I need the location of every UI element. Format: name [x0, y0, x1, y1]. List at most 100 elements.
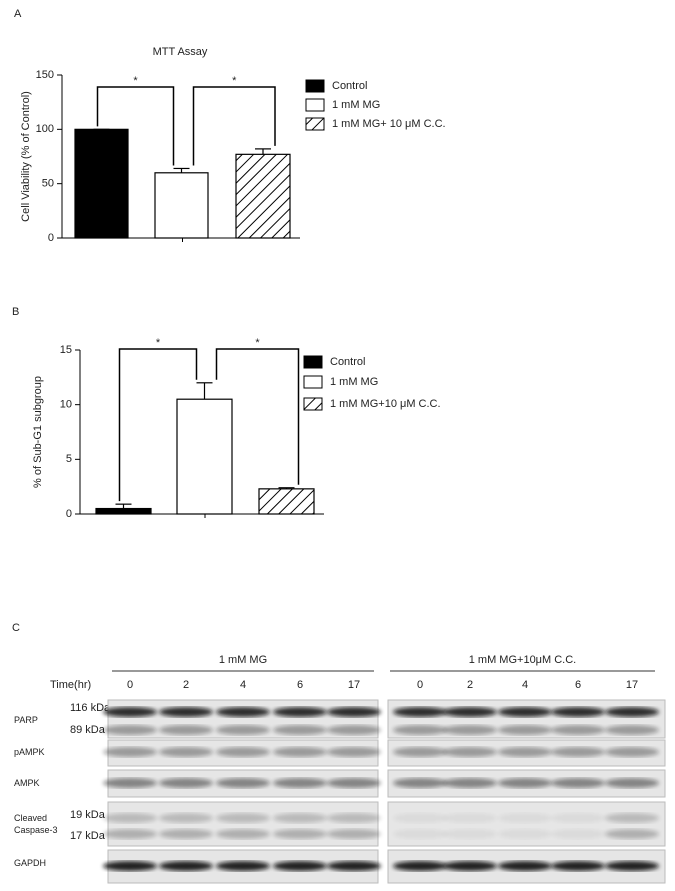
band [498, 707, 552, 717]
time-label: 0 [127, 679, 133, 691]
band [498, 861, 552, 871]
band [605, 861, 659, 871]
band [273, 829, 327, 839]
band [605, 707, 659, 717]
legend-swatch [303, 397, 323, 411]
band [103, 861, 157, 871]
band [159, 778, 213, 788]
band [443, 813, 497, 823]
band [443, 829, 497, 839]
significance-bracket [118, 348, 198, 502]
kda-marker: 19 kDa [70, 809, 106, 821]
time-label: 2 [467, 679, 473, 691]
band [273, 747, 327, 757]
band [605, 725, 659, 735]
band [393, 778, 447, 788]
y-tick-label: 10 [60, 399, 72, 411]
y-tick-label: 0 [66, 508, 72, 520]
band [103, 829, 157, 839]
legend-swatch [305, 98, 325, 112]
time-label: 6 [575, 679, 581, 691]
y-axis-label: Cell Viability (% of Control) [20, 91, 32, 222]
row-label: Cleaved Caspase-3 [14, 813, 58, 835]
band [551, 747, 605, 757]
significance-bracket [96, 86, 175, 166]
band [551, 707, 605, 717]
band [605, 813, 659, 823]
group-label: 1 mM MG+10μM C.C. [469, 654, 577, 666]
bar [95, 507, 152, 515]
row-label: pAMPK [14, 747, 45, 757]
panel-label: C [12, 622, 20, 634]
band [159, 861, 213, 871]
legend-swatch [305, 117, 325, 131]
y-tick-label: 50 [42, 178, 54, 190]
legend-label: Control [332, 80, 367, 92]
band [273, 725, 327, 735]
significance-star: * [255, 337, 260, 349]
band [103, 747, 157, 757]
band [216, 813, 270, 823]
band [159, 813, 213, 823]
row-label: AMPK [14, 778, 40, 788]
row-label: GAPDH [14, 858, 47, 868]
band [605, 747, 659, 757]
band [327, 813, 381, 823]
band [393, 707, 447, 717]
time-label: 6 [297, 679, 303, 691]
kda-marker: 116 kDa [70, 702, 111, 714]
significance-star: * [133, 75, 138, 87]
time-label: 2 [183, 679, 189, 691]
band [273, 778, 327, 788]
y-tick-label: 5 [66, 453, 72, 465]
band [159, 725, 213, 735]
band [498, 778, 552, 788]
band [159, 829, 213, 839]
bar [258, 488, 315, 515]
time-label: 0 [417, 679, 423, 691]
row-label: PARP [14, 715, 38, 725]
band [273, 707, 327, 717]
band [393, 813, 447, 823]
band [551, 778, 605, 788]
time-label: 17 [626, 679, 638, 691]
bar [176, 398, 233, 515]
band [498, 813, 552, 823]
significance-star: * [156, 337, 161, 349]
band [216, 861, 270, 871]
time-axis-label: Time(hr) [50, 679, 91, 691]
band [273, 861, 327, 871]
band [216, 725, 270, 735]
band [551, 813, 605, 823]
band [393, 725, 447, 735]
band [159, 707, 213, 717]
band [393, 861, 447, 871]
band [327, 778, 381, 788]
time-label: 17 [348, 679, 360, 691]
bar [74, 128, 129, 239]
group-label: 1 mM MG [219, 654, 267, 666]
band [103, 725, 157, 735]
band [327, 725, 381, 735]
y-tick-label: 150 [36, 69, 54, 81]
band [551, 829, 605, 839]
band [443, 707, 497, 717]
band [498, 747, 552, 757]
y-tick-label: 15 [60, 344, 72, 356]
band [216, 747, 270, 757]
legend-swatch [305, 79, 325, 93]
band [605, 778, 659, 788]
legend-swatch [303, 355, 323, 369]
legend-label: 1 mM MG [332, 99, 380, 111]
bar [235, 153, 291, 239]
time-label: 4 [522, 679, 528, 691]
time-label: 4 [240, 679, 246, 691]
significance-bracket [192, 86, 276, 166]
legend-swatch [303, 375, 323, 389]
band [498, 829, 552, 839]
band [393, 747, 447, 757]
legend-label: 1 mM MG+10 μM C.C. [330, 398, 441, 410]
kda-marker: 17 kDa [70, 830, 106, 842]
band [327, 747, 381, 757]
